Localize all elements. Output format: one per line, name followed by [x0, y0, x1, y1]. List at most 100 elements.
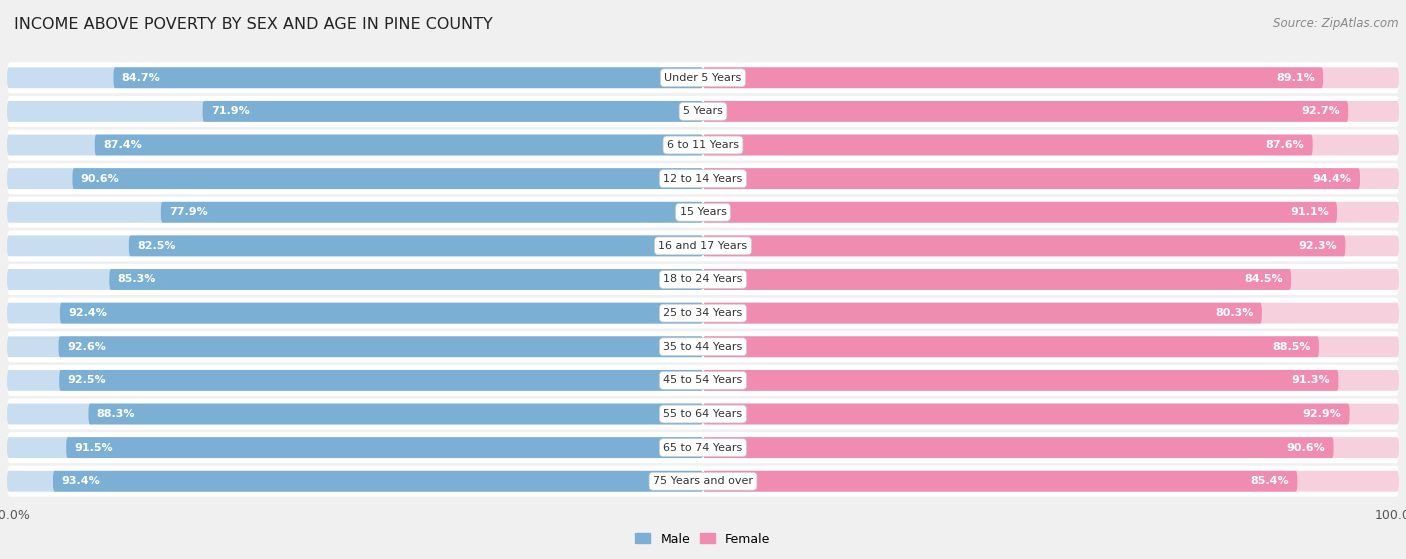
- Text: 45 to 54 Years: 45 to 54 Years: [664, 376, 742, 385]
- Text: 35 to 44 Years: 35 to 44 Years: [664, 342, 742, 352]
- Text: 84.7%: 84.7%: [122, 73, 160, 83]
- FancyBboxPatch shape: [703, 471, 1399, 492]
- FancyBboxPatch shape: [703, 269, 1399, 290]
- Text: 89.1%: 89.1%: [1277, 73, 1315, 83]
- FancyBboxPatch shape: [703, 471, 1298, 492]
- Text: 92.5%: 92.5%: [67, 376, 107, 385]
- FancyBboxPatch shape: [7, 202, 703, 222]
- Text: 91.3%: 91.3%: [1292, 376, 1330, 385]
- FancyBboxPatch shape: [7, 197, 1399, 228]
- FancyBboxPatch shape: [703, 235, 1399, 256]
- FancyBboxPatch shape: [89, 404, 703, 424]
- FancyBboxPatch shape: [703, 168, 1360, 189]
- FancyBboxPatch shape: [703, 67, 1399, 88]
- FancyBboxPatch shape: [7, 62, 1399, 93]
- FancyBboxPatch shape: [7, 399, 1399, 429]
- Text: 77.9%: 77.9%: [169, 207, 208, 217]
- Text: 92.9%: 92.9%: [1302, 409, 1341, 419]
- FancyBboxPatch shape: [703, 135, 1399, 155]
- FancyBboxPatch shape: [7, 67, 703, 88]
- FancyBboxPatch shape: [703, 437, 1333, 458]
- Text: 71.9%: 71.9%: [211, 106, 250, 116]
- FancyBboxPatch shape: [73, 168, 703, 189]
- FancyBboxPatch shape: [7, 297, 1399, 329]
- FancyBboxPatch shape: [703, 303, 1399, 324]
- FancyBboxPatch shape: [53, 471, 703, 492]
- FancyBboxPatch shape: [703, 202, 1399, 222]
- FancyBboxPatch shape: [59, 370, 703, 391]
- FancyBboxPatch shape: [94, 135, 703, 155]
- Text: 88.5%: 88.5%: [1272, 342, 1310, 352]
- Text: 84.5%: 84.5%: [1244, 274, 1282, 285]
- Text: 15 Years: 15 Years: [679, 207, 727, 217]
- Text: 90.6%: 90.6%: [80, 174, 120, 183]
- FancyBboxPatch shape: [7, 365, 1399, 396]
- Text: 18 to 24 Years: 18 to 24 Years: [664, 274, 742, 285]
- FancyBboxPatch shape: [7, 230, 1399, 262]
- FancyBboxPatch shape: [7, 163, 1399, 194]
- FancyBboxPatch shape: [703, 101, 1399, 122]
- FancyBboxPatch shape: [7, 466, 1399, 497]
- FancyBboxPatch shape: [703, 370, 1339, 391]
- FancyBboxPatch shape: [7, 168, 703, 189]
- FancyBboxPatch shape: [703, 303, 1261, 324]
- FancyBboxPatch shape: [60, 303, 703, 324]
- FancyBboxPatch shape: [703, 67, 1323, 88]
- FancyBboxPatch shape: [114, 67, 703, 88]
- Text: 92.7%: 92.7%: [1301, 106, 1340, 116]
- FancyBboxPatch shape: [7, 264, 1399, 295]
- Text: 82.5%: 82.5%: [138, 241, 176, 251]
- FancyBboxPatch shape: [703, 370, 1399, 391]
- FancyBboxPatch shape: [7, 370, 703, 391]
- Text: Under 5 Years: Under 5 Years: [665, 73, 741, 83]
- Text: 16 and 17 Years: 16 and 17 Years: [658, 241, 748, 251]
- Text: 91.5%: 91.5%: [75, 443, 112, 453]
- FancyBboxPatch shape: [7, 432, 1399, 463]
- Text: 65 to 74 Years: 65 to 74 Years: [664, 443, 742, 453]
- FancyBboxPatch shape: [7, 331, 1399, 362]
- FancyBboxPatch shape: [110, 269, 703, 290]
- Text: 93.4%: 93.4%: [62, 476, 100, 486]
- Text: 92.3%: 92.3%: [1298, 241, 1337, 251]
- FancyBboxPatch shape: [703, 135, 1313, 155]
- FancyBboxPatch shape: [7, 269, 703, 290]
- Text: 90.6%: 90.6%: [1286, 443, 1326, 453]
- FancyBboxPatch shape: [7, 101, 703, 122]
- Text: 75 Years and over: 75 Years and over: [652, 476, 754, 486]
- Text: 91.1%: 91.1%: [1289, 207, 1329, 217]
- Text: 92.4%: 92.4%: [69, 308, 107, 318]
- Text: 6 to 11 Years: 6 to 11 Years: [666, 140, 740, 150]
- FancyBboxPatch shape: [202, 101, 703, 122]
- FancyBboxPatch shape: [703, 235, 1346, 256]
- Text: 87.4%: 87.4%: [103, 140, 142, 150]
- FancyBboxPatch shape: [7, 235, 703, 256]
- Text: 25 to 34 Years: 25 to 34 Years: [664, 308, 742, 318]
- FancyBboxPatch shape: [703, 202, 1337, 222]
- Text: 85.3%: 85.3%: [118, 274, 156, 285]
- FancyBboxPatch shape: [703, 404, 1399, 424]
- FancyBboxPatch shape: [7, 135, 703, 155]
- Text: 80.3%: 80.3%: [1215, 308, 1254, 318]
- FancyBboxPatch shape: [129, 235, 703, 256]
- Text: 87.6%: 87.6%: [1265, 140, 1305, 150]
- FancyBboxPatch shape: [66, 437, 703, 458]
- Text: INCOME ABOVE POVERTY BY SEX AND AGE IN PINE COUNTY: INCOME ABOVE POVERTY BY SEX AND AGE IN P…: [14, 17, 494, 32]
- FancyBboxPatch shape: [7, 471, 703, 492]
- Legend: Male, Female: Male, Female: [630, 528, 776, 551]
- FancyBboxPatch shape: [7, 337, 703, 357]
- FancyBboxPatch shape: [703, 101, 1348, 122]
- FancyBboxPatch shape: [7, 437, 703, 458]
- Text: 5 Years: 5 Years: [683, 106, 723, 116]
- Text: 88.3%: 88.3%: [97, 409, 135, 419]
- Text: 55 to 64 Years: 55 to 64 Years: [664, 409, 742, 419]
- FancyBboxPatch shape: [703, 337, 1319, 357]
- Text: 92.6%: 92.6%: [67, 342, 105, 352]
- FancyBboxPatch shape: [7, 96, 1399, 127]
- FancyBboxPatch shape: [703, 269, 1291, 290]
- FancyBboxPatch shape: [160, 202, 703, 222]
- FancyBboxPatch shape: [703, 404, 1350, 424]
- FancyBboxPatch shape: [703, 437, 1399, 458]
- FancyBboxPatch shape: [7, 404, 703, 424]
- Text: Source: ZipAtlas.com: Source: ZipAtlas.com: [1274, 17, 1399, 30]
- Text: 12 to 14 Years: 12 to 14 Years: [664, 174, 742, 183]
